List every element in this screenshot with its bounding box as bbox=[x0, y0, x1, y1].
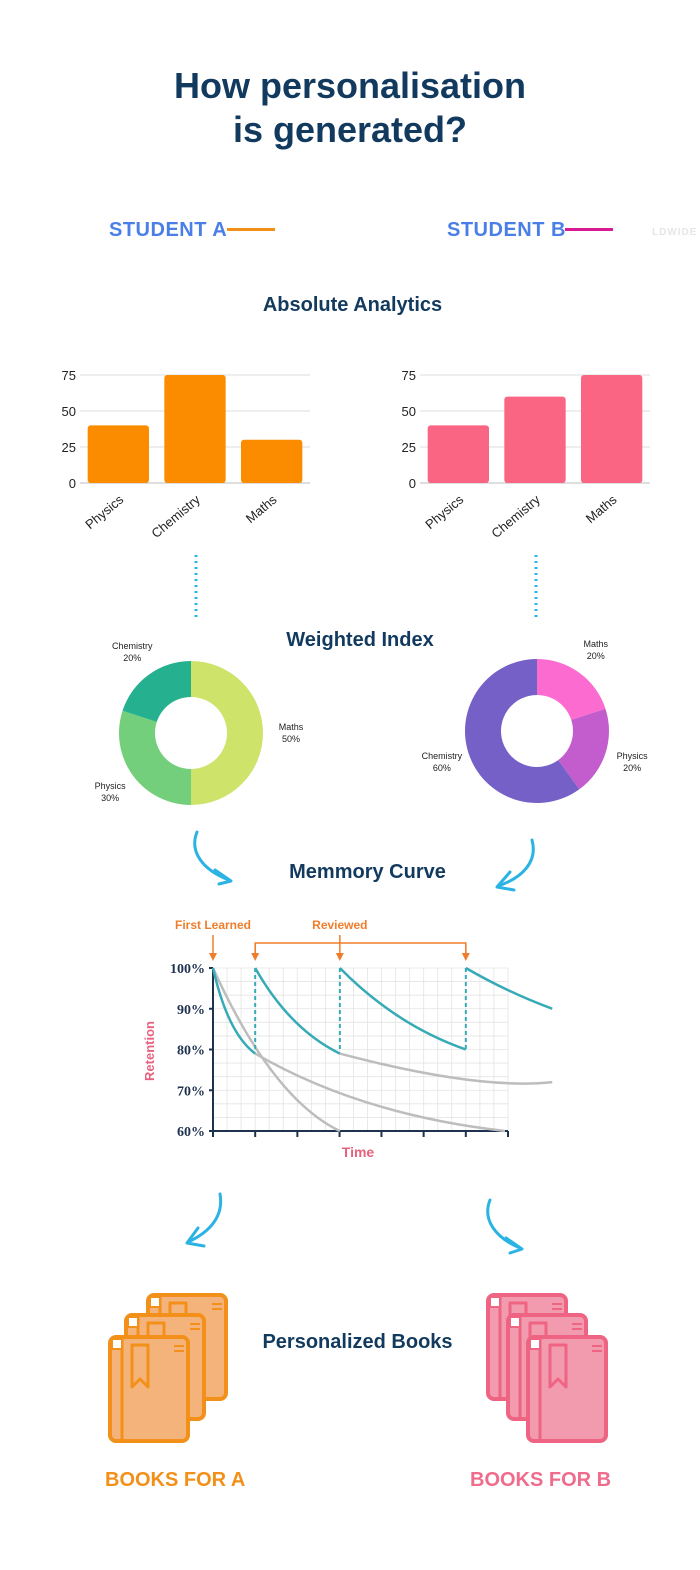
donut-slice bbox=[119, 710, 191, 805]
student-b-line bbox=[565, 228, 613, 231]
slice-percent: 20% bbox=[123, 653, 141, 663]
curved-arrow-icon bbox=[486, 1198, 524, 1255]
slice-label: Physics bbox=[617, 751, 649, 761]
x-tick-label: Maths bbox=[583, 491, 620, 526]
donut-slice bbox=[191, 661, 263, 805]
slice-percent: 60% bbox=[433, 763, 451, 773]
book-corner bbox=[111, 1338, 123, 1350]
books-a-icon bbox=[108, 1293, 228, 1443]
y-tick-label: 50 bbox=[62, 404, 76, 419]
book-cover bbox=[526, 1335, 608, 1443]
slice-label: Maths bbox=[584, 639, 609, 649]
bookmark-icon bbox=[548, 1343, 568, 1389]
watermark: LDWIDE bbox=[652, 227, 698, 238]
memory-curve-heading: Memmory Curve bbox=[289, 861, 446, 883]
page-title-line-2: is generated? bbox=[232, 109, 468, 150]
book-corner bbox=[127, 1316, 139, 1328]
x-tick-label: Physics bbox=[422, 491, 466, 532]
page-title-line-1: How personalisation bbox=[173, 65, 527, 106]
y-axis-label: Retention bbox=[142, 1021, 157, 1081]
bar bbox=[427, 425, 489, 483]
y-tick-label: 25 bbox=[402, 440, 416, 455]
slice-label: Physics bbox=[95, 781, 127, 791]
slice-percent: 30% bbox=[101, 793, 119, 803]
student-a-label: STUDENT A bbox=[109, 219, 228, 241]
y-tick-label: 60% bbox=[177, 1125, 205, 1140]
memory-curve-chart: 100% 90% 80% 70% 60% First Learned Reviewed Tim… bbox=[142, 918, 553, 1160]
y-tick-label: 0 bbox=[69, 476, 76, 491]
y-tick-label: 25 bbox=[62, 440, 76, 455]
books-for-b-label: BOOKS FOR B bbox=[470, 1469, 612, 1491]
student-a-bar-chart: 0 25 50 75 Physics Chemistry Maths bbox=[62, 368, 310, 541]
reviewed-bracket bbox=[254, 942, 467, 957]
student-b-donut-chart: Maths 20% Physics 20% Chemistry 60% bbox=[422, 639, 649, 803]
absolute-analytics-heading: Absolute Analytics bbox=[262, 294, 443, 316]
retention-curve bbox=[338, 967, 467, 1051]
y-tick-label: 90% bbox=[177, 1003, 205, 1018]
donut-slice bbox=[537, 659, 606, 720]
page-title: How personalisation is generated? bbox=[0, 64, 700, 152]
donut-slice bbox=[122, 661, 191, 722]
book-cover bbox=[108, 1335, 190, 1443]
slice-label: Maths bbox=[279, 722, 304, 732]
first-learned-label: First Learned bbox=[175, 918, 251, 932]
slice-percent: 20% bbox=[587, 651, 605, 661]
book-corner bbox=[509, 1316, 521, 1328]
y-tick-label: 75 bbox=[402, 368, 416, 383]
book-corner bbox=[489, 1296, 501, 1308]
connector-dots-a bbox=[194, 555, 198, 621]
retention-curve bbox=[465, 966, 553, 1010]
donut-slice bbox=[558, 708, 609, 790]
student-a-line bbox=[227, 228, 275, 231]
slice-percent: 20% bbox=[623, 763, 641, 773]
y-tick-label: 0 bbox=[409, 476, 416, 491]
book-corner bbox=[529, 1338, 541, 1350]
books-for-a-label: BOOKS FOR A bbox=[105, 1469, 246, 1491]
books-b-icon bbox=[486, 1293, 608, 1443]
decay-curve bbox=[339, 1052, 553, 1085]
y-tick-label: 75 bbox=[62, 368, 76, 383]
x-axis-label: Time bbox=[342, 1144, 375, 1160]
slice-label: Chemistry bbox=[112, 641, 153, 651]
donut-slice bbox=[465, 659, 580, 803]
decay-curve bbox=[211, 967, 341, 1133]
bar bbox=[87, 425, 149, 483]
y-tick-label: 80% bbox=[177, 1044, 205, 1059]
book-icon bbox=[526, 1335, 608, 1443]
student-b-label: STUDENT B bbox=[447, 219, 566, 241]
personalized-books-heading: Personalized Books bbox=[262, 1331, 453, 1353]
retention-curve bbox=[211, 967, 256, 1055]
bar bbox=[164, 375, 226, 483]
curved-arrow-icon bbox=[495, 838, 535, 892]
slice-label: Chemistry bbox=[422, 751, 463, 761]
bar bbox=[581, 375, 643, 483]
annotation-arrowhead bbox=[335, 953, 344, 961]
x-tick-label: Maths bbox=[243, 491, 280, 526]
annotation-arrowhead bbox=[461, 953, 470, 961]
weighted-index-heading: Weighted Index bbox=[286, 629, 434, 651]
annotation-arrowhead bbox=[251, 953, 260, 961]
bar bbox=[504, 396, 566, 483]
student-a-donut-chart: Maths 50% Physics 30% Chemistry 20% bbox=[95, 641, 304, 805]
decay-curve bbox=[254, 1052, 506, 1133]
y-tick-label: 70% bbox=[177, 1084, 205, 1099]
connector-dots-b bbox=[534, 555, 538, 621]
x-tick-label: Chemistry bbox=[148, 491, 203, 540]
x-tick-label: Physics bbox=[82, 491, 126, 532]
annotation-arrowhead bbox=[209, 953, 217, 961]
book-corner bbox=[149, 1296, 161, 1308]
slice-percent: 50% bbox=[282, 734, 300, 744]
curved-arrow-icon bbox=[185, 1192, 223, 1248]
bar bbox=[241, 439, 303, 483]
y-tick-label: 100% bbox=[170, 962, 205, 977]
book-icon bbox=[108, 1335, 190, 1443]
y-tick-label: 50 bbox=[402, 404, 416, 419]
bookmark-icon bbox=[130, 1343, 150, 1389]
student-b-bar-chart: 0 25 50 75 Physics Chemistry Maths bbox=[402, 368, 650, 541]
x-tick-label: Chemistry bbox=[488, 491, 543, 540]
retention-curve bbox=[254, 967, 341, 1055]
reviewed-label: Reviewed bbox=[312, 918, 367, 932]
curved-arrow-icon bbox=[193, 830, 233, 886]
